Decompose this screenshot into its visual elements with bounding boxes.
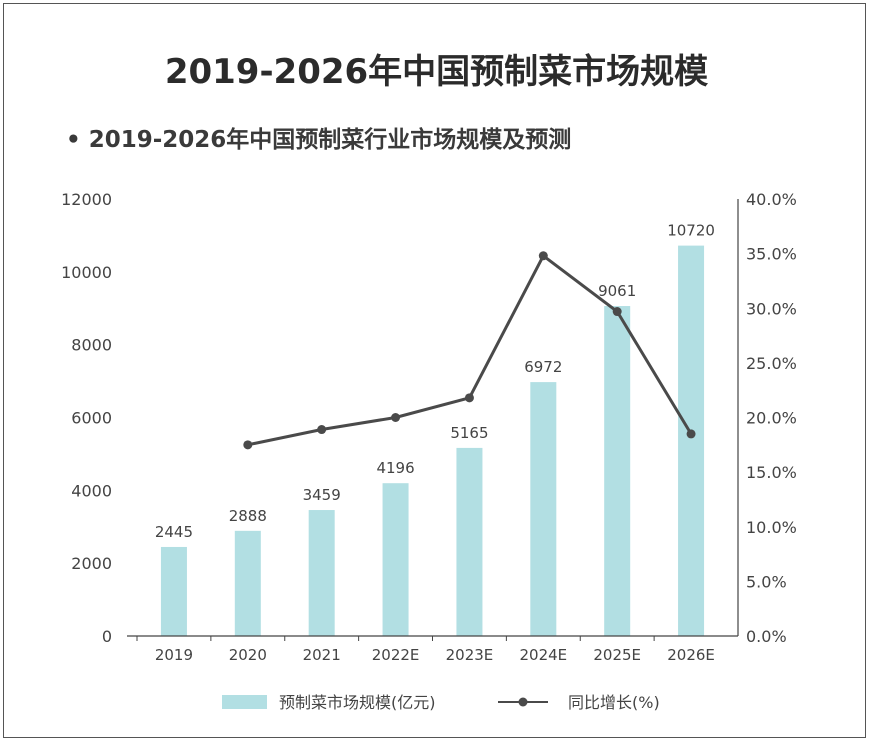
growth-point (464, 393, 474, 403)
bar (234, 530, 261, 636)
growth-point (538, 251, 548, 261)
bar-data-label: 2445 (155, 523, 193, 541)
chart-frame (3, 3, 866, 738)
y-right-tick-label: 10.0% (746, 518, 797, 537)
bar (382, 483, 409, 636)
y-left-tick-label: 4000 (71, 481, 112, 500)
bar (160, 546, 187, 636)
y-right-tick-label: 0.0% (746, 627, 787, 646)
bar-data-label: 2888 (229, 507, 267, 525)
bar (678, 245, 705, 636)
bar-data-label: 10720 (667, 222, 715, 240)
legend-line-label: 同比增长(%) (568, 693, 660, 712)
y-left-tick-label: 8000 (71, 336, 112, 355)
growth-point (317, 425, 327, 435)
y-right-tick-label: 20.0% (746, 409, 797, 428)
y-left-tick-label: 6000 (71, 409, 112, 428)
x-tick-label: 2021 (303, 646, 341, 664)
y-right-tick-label: 25.0% (746, 354, 797, 373)
x-tick-label: 2026E (667, 646, 715, 664)
bar-data-label: 5165 (450, 424, 488, 442)
bar (604, 306, 631, 636)
y-right-tick-label: 15.0% (746, 463, 797, 482)
x-tick-label: 2022E (372, 646, 420, 664)
y-right-tick-label: 40.0% (746, 190, 797, 209)
chart-subtitle-text: 2019-2026年中国预制菜行业市场规模及预测 (88, 127, 572, 153)
bar (530, 382, 557, 636)
chart-title: 2019-2026年中国预制菜市场规模 (164, 52, 709, 92)
growth-point (686, 429, 696, 439)
growth-point (243, 440, 253, 450)
legend-bar-label: 预制菜市场规模(亿元) (279, 693, 436, 712)
y-left-tick-label: 10000 (61, 263, 112, 282)
y-right-tick-label: 30.0% (746, 299, 797, 318)
y-right-tick-label: 35.0% (746, 245, 797, 264)
bar-data-label: 4196 (376, 459, 414, 477)
chart-subtitle: • 2019-2026年中国预制菜行业市场规模及预测 (66, 127, 572, 153)
x-tick-label: 2025E (593, 646, 641, 664)
bar-data-label: 6972 (524, 358, 562, 376)
x-tick-label: 2019 (155, 646, 193, 664)
y-left-tick-label: 0 (102, 627, 112, 646)
y-left-tick-label: 2000 (71, 554, 112, 573)
legend-line-marker (518, 697, 528, 707)
y-right-tick-label: 5.0% (746, 572, 787, 591)
bar (456, 447, 483, 636)
bar (308, 510, 335, 636)
growth-point (612, 307, 622, 317)
legend-bar-swatch (222, 695, 267, 709)
y-left-tick-label: 12000 (61, 190, 112, 209)
growth-point (391, 413, 401, 422)
bar-data-label: 9061 (598, 282, 636, 300)
x-tick-label: 2020 (229, 646, 267, 664)
x-tick-label: 2023E (446, 646, 494, 664)
x-tick-label: 2024E (519, 646, 567, 664)
bar-data-label: 3459 (303, 486, 341, 504)
